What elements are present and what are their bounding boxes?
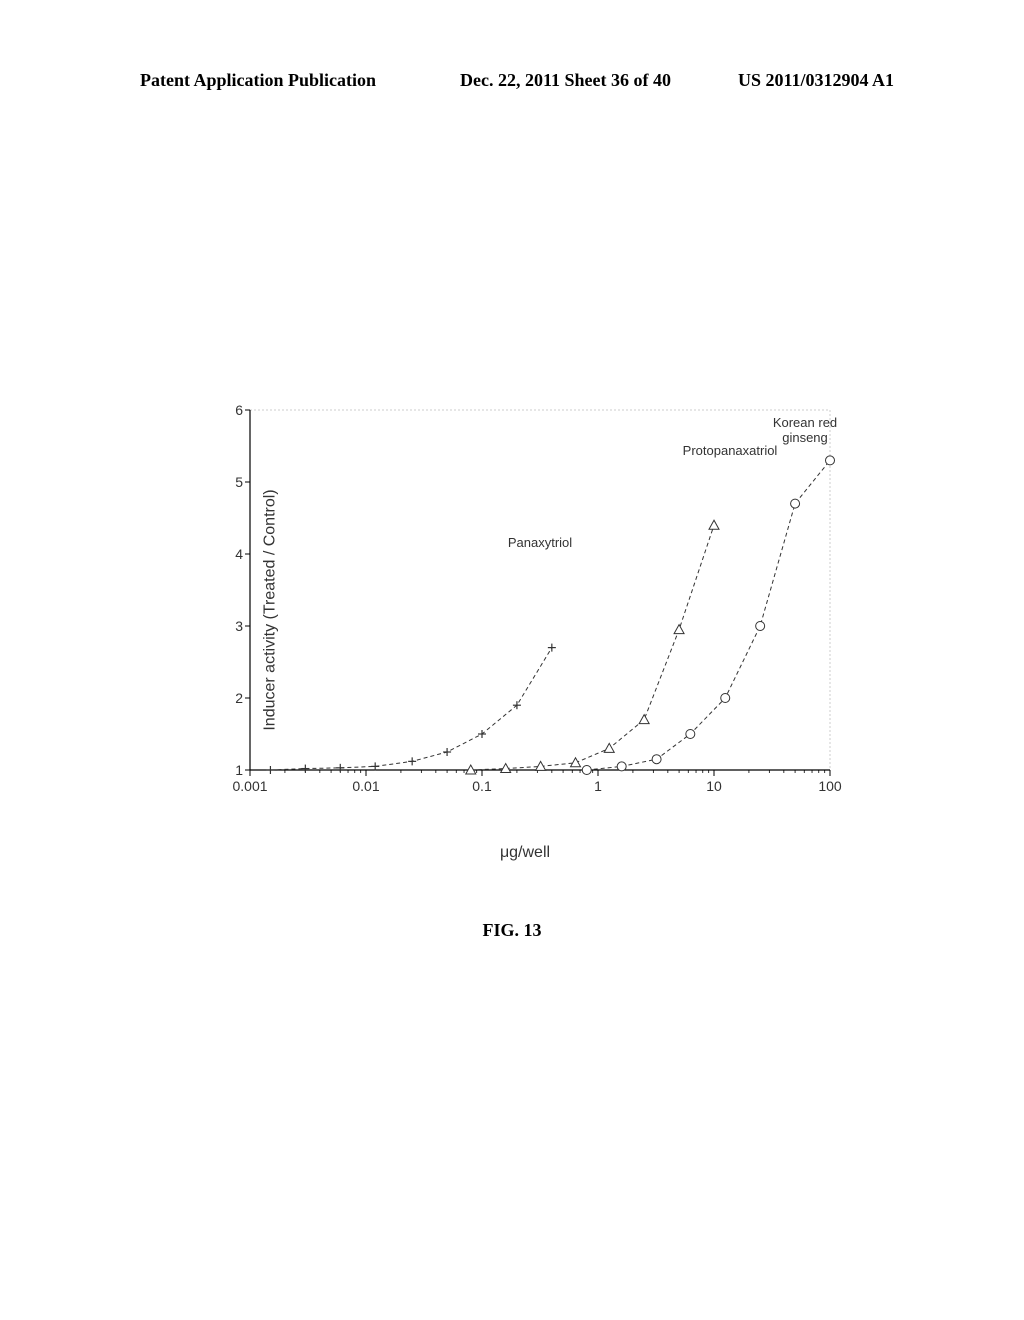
y-tick-label: 3: [218, 618, 243, 634]
chart-container: Inducer activity (Treated / Control) μg/…: [200, 400, 850, 820]
x-tick-label: 1: [594, 778, 602, 794]
x-tick-label: 0.001: [232, 778, 267, 794]
x-axis-label: μg/well: [500, 844, 550, 862]
header-right: US 2011/0312904 A1: [738, 70, 894, 91]
x-tick-label: 0.1: [472, 778, 491, 794]
series-label: Protopanaxatriol: [670, 443, 790, 458]
y-tick-label: 6: [218, 402, 243, 418]
x-tick-label: 10: [706, 778, 722, 794]
header-center: Dec. 22, 2011 Sheet 36 of 40: [460, 70, 671, 91]
y-tick-label: 2: [218, 690, 243, 706]
series-label: Panaxytriol: [480, 535, 600, 550]
y-tick-label: 5: [218, 474, 243, 490]
y-tick-label: 4: [218, 546, 243, 562]
x-tick-label: 0.01: [352, 778, 379, 794]
chart-svg: [200, 400, 850, 820]
header-left: Patent Application Publication: [140, 70, 376, 91]
figure-label: FIG. 13: [0, 920, 1024, 941]
x-tick-label: 100: [818, 778, 841, 794]
series-label: Korean redginseng: [745, 415, 865, 445]
y-tick-label: 1: [218, 762, 243, 778]
